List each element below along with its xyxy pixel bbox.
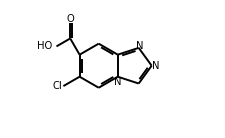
- Text: O: O: [66, 14, 74, 24]
- Text: HO: HO: [37, 41, 52, 51]
- Text: N: N: [152, 61, 159, 71]
- Text: N: N: [113, 77, 121, 87]
- Text: Cl: Cl: [52, 81, 62, 91]
- Text: N: N: [135, 41, 143, 51]
